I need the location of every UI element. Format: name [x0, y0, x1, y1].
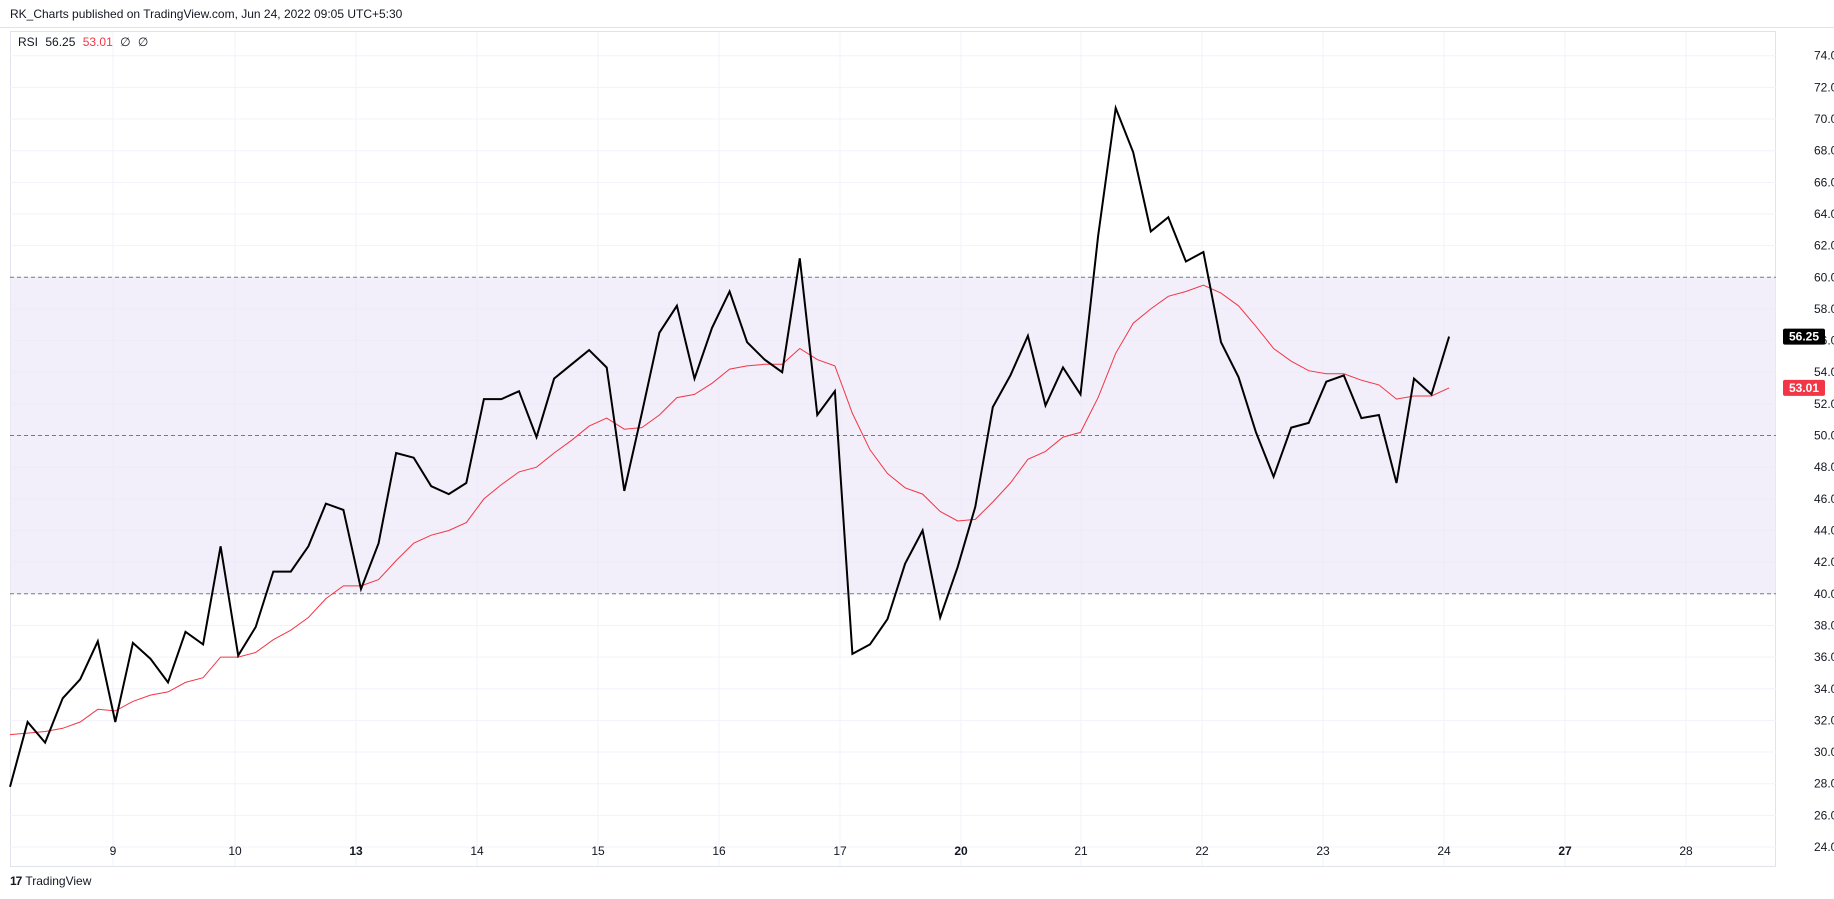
y-tick-label: 54.00	[1814, 365, 1834, 379]
y-tick-label: 52.00	[1814, 397, 1834, 411]
indicator-name: RSI	[18, 35, 39, 49]
y-tick-label: 38.00	[1814, 618, 1834, 632]
y-tick-label: 58.00	[1814, 302, 1834, 316]
y-tick-label: 36.00	[1814, 650, 1834, 664]
footer[interactable]: 17 TradingView	[10, 874, 91, 888]
input-placeholder-1: ∅	[120, 35, 131, 49]
y-tick-label: 70.00	[1814, 112, 1834, 126]
y-axis[interactable]: 74.00 72.00 70.00 68.00 66.00 64.00 62.00 60.00…	[1814, 49, 1834, 854]
y-tick-label: 72.00	[1814, 80, 1834, 94]
y-tick-label: 34.00	[1814, 682, 1834, 696]
last-value-labels: 56.25 53.01	[1783, 328, 1825, 396]
chart-pane[interactable]	[10, 31, 1776, 867]
y-tick-label: 48.00	[1814, 460, 1834, 474]
tradingview-logo-icon: 17	[10, 874, 22, 888]
indicator-legend[interactable]: RSI 56.25 53.01 ∅ ∅	[18, 35, 152, 49]
y-tick-label: 32.00	[1814, 713, 1834, 727]
footer-brand: TradingView	[25, 874, 92, 888]
y-tick-label: 42.00	[1814, 555, 1834, 569]
y-tick-label: 24.00	[1814, 840, 1834, 854]
input-placeholder-2: ∅	[137, 35, 149, 49]
y-tick-label: 62.00	[1814, 239, 1834, 253]
y-tick-label: 44.00	[1814, 524, 1834, 538]
ma-last-label: 53.01	[1789, 381, 1819, 395]
rsi-last-label: 56.25	[1789, 330, 1819, 344]
y-tick-label: 60.00	[1814, 270, 1834, 284]
y-tick-label: 40.00	[1814, 587, 1834, 601]
y-tick-label: 30.00	[1814, 745, 1834, 759]
y-tick-label: 28.00	[1814, 777, 1834, 791]
y-tick-label: 50.00	[1814, 429, 1834, 443]
header-bar: RK_Charts published on TradingView.com, …	[0, 0, 1834, 28]
y-tick-label: 64.00	[1814, 207, 1834, 221]
y-tick-label: 26.00	[1814, 808, 1834, 822]
ma-value: 53.01	[82, 35, 113, 49]
publish-info: RK_Charts published on TradingView.com, …	[10, 7, 403, 21]
y-tick-label: 56.00	[1814, 334, 1834, 348]
rsi-value: 56.25	[45, 35, 76, 49]
y-tick-label: 68.00	[1814, 144, 1834, 158]
y-tick-label: 66.00	[1814, 175, 1834, 189]
y-tick-label: 46.00	[1814, 492, 1834, 506]
y-tick-label: 74.00	[1814, 49, 1834, 63]
rsi-last-label-bg	[1783, 328, 1825, 345]
ma-last-label-bg	[1783, 379, 1825, 396]
